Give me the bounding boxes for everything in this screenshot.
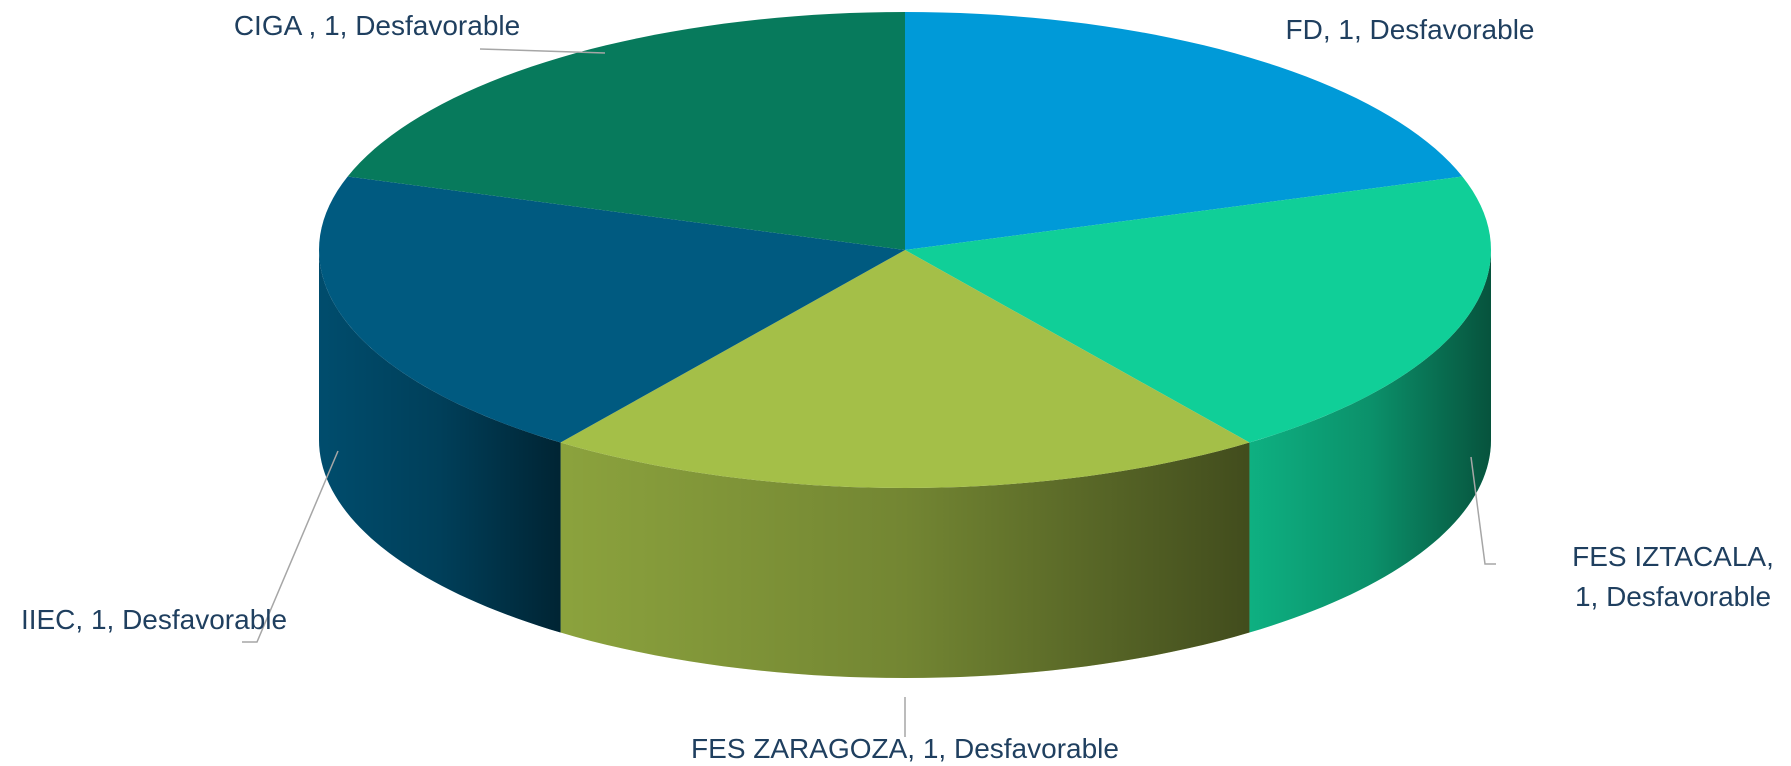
leader-line xyxy=(1470,456,1496,565)
data-label: FD, 1, Desfavorable xyxy=(1285,14,1535,45)
slice-side-shade xyxy=(319,250,561,633)
slice xyxy=(560,250,1250,488)
slice xyxy=(347,12,905,250)
leader-line xyxy=(242,450,339,643)
slice xyxy=(905,176,1491,443)
leader-lines xyxy=(242,48,1496,737)
slice xyxy=(905,12,1463,250)
slice-side-shade xyxy=(1249,250,1491,633)
leader-line xyxy=(479,48,606,54)
pie-sides xyxy=(319,250,1491,678)
data-label: IIEC, 1, Desfavorable xyxy=(20,604,288,635)
slice xyxy=(319,176,905,443)
slice-side-shade xyxy=(560,442,1250,678)
data-label: FES IZTACALA, 1, Desfavorable xyxy=(1572,541,1774,612)
data-label: CIGA , 1, Desfavorable xyxy=(233,10,521,41)
data-label: FES ZARAGOZA, 1, Desfavorable xyxy=(691,733,1119,764)
pie-tops xyxy=(319,12,1491,488)
